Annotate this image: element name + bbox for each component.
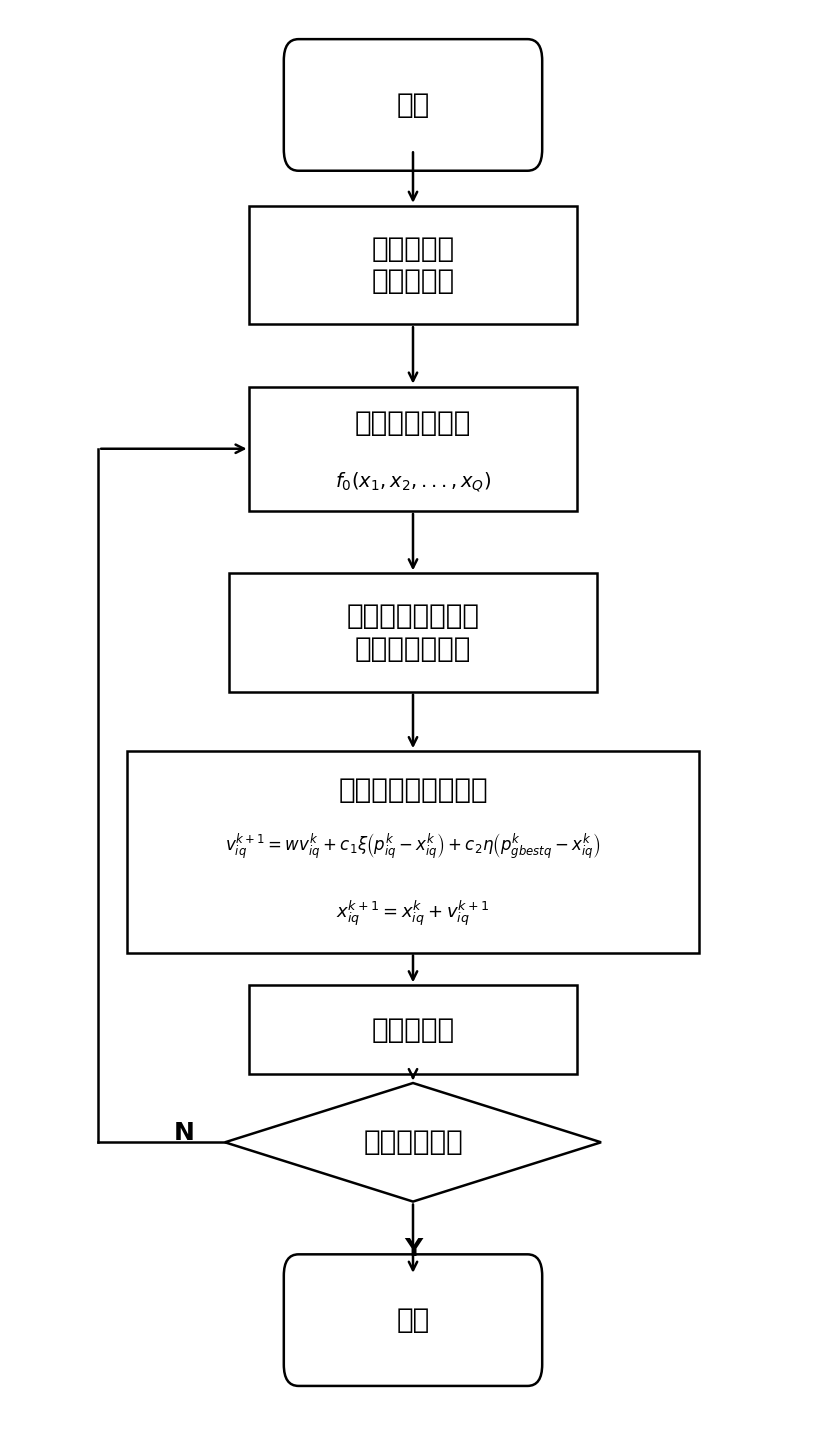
Text: 开始: 开始 xyxy=(396,92,430,119)
FancyBboxPatch shape xyxy=(284,39,542,170)
Bar xyxy=(249,386,577,511)
FancyBboxPatch shape xyxy=(284,1255,542,1387)
Text: 确定最优解: 确定最优解 xyxy=(372,1016,454,1043)
Text: 更新粒子历史最优
解和群体最优解: 更新粒子历史最优 解和群体最优解 xyxy=(346,602,480,663)
Text: 满足终止条件: 满足终止条件 xyxy=(363,1128,463,1156)
Text: Y: Y xyxy=(404,1238,422,1261)
Text: $f_0\left(x_1, x_2,..., x_Q\right)$: $f_0\left(x_1, x_2,..., x_Q\right)$ xyxy=(335,471,491,494)
Bar xyxy=(249,985,577,1075)
Text: 更新粒子速度与位置: 更新粒子速度与位置 xyxy=(338,776,488,804)
Text: $x_{iq}^{k+1} = x_{iq}^k + v_{iq}^{k+1}$: $x_{iq}^{k+1} = x_{iq}^k + v_{iq}^{k+1}$ xyxy=(336,899,490,929)
Text: 结束: 结束 xyxy=(396,1307,430,1334)
Text: 计算适应度函数: 计算适应度函数 xyxy=(355,409,471,436)
Text: $v_{iq}^{k+1} = wv_{iq}^k + c_1\xi\left(p_{iq}^k - x_{iq}^k\right) + c_2\eta\lef: $v_{iq}^{k+1} = wv_{iq}^k + c_1\xi\left(… xyxy=(225,831,601,860)
Bar xyxy=(127,751,699,953)
Polygon shape xyxy=(225,1083,601,1202)
Text: 初始化种群
位置和速度: 初始化种群 位置和速度 xyxy=(372,235,454,295)
Text: N: N xyxy=(173,1120,194,1145)
Bar xyxy=(229,574,597,691)
Bar xyxy=(249,206,577,325)
